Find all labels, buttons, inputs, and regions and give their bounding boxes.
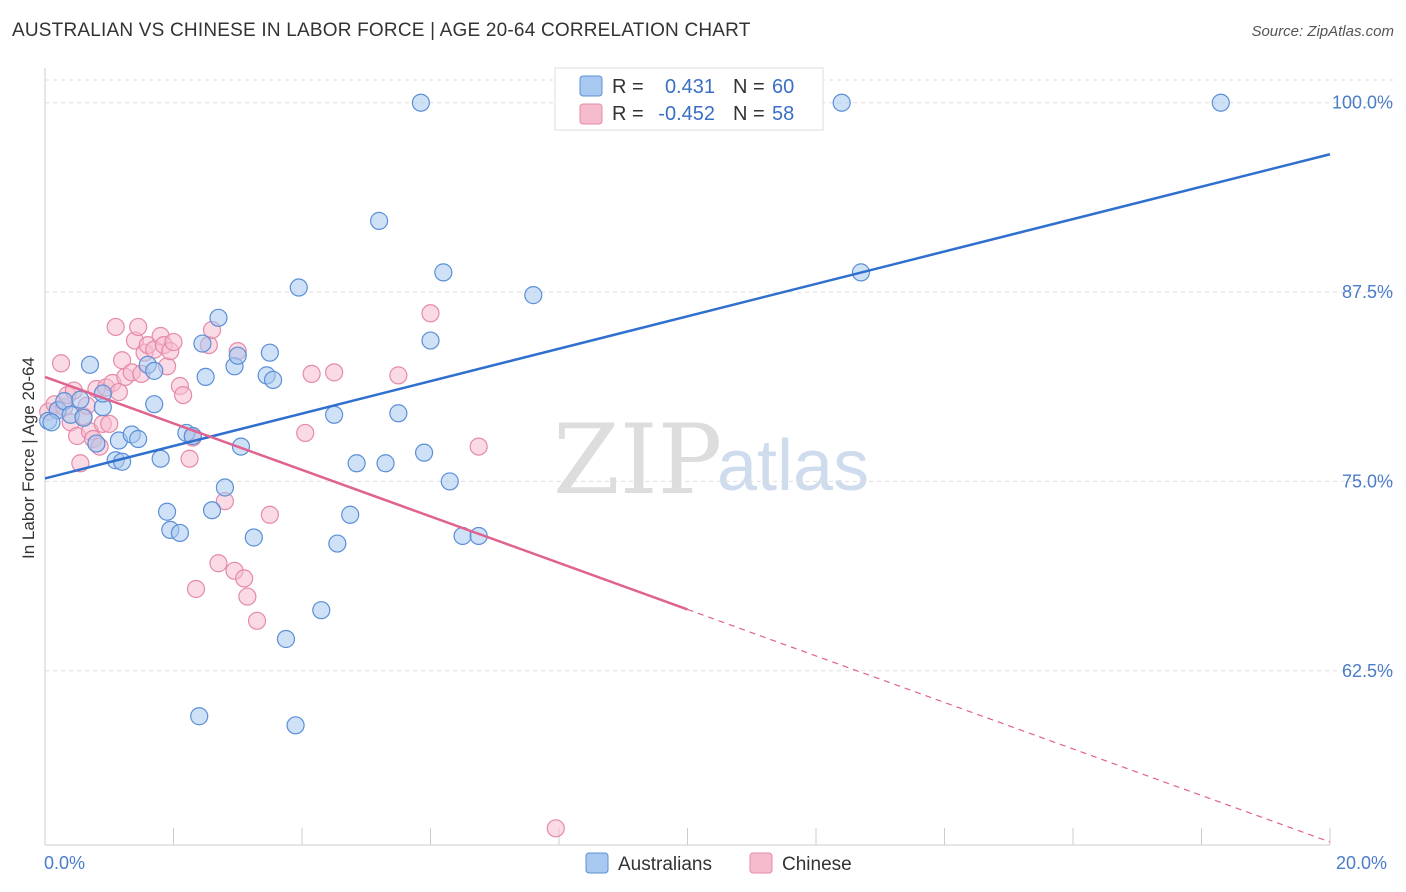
y-tick-label: 75.0% bbox=[1342, 471, 1393, 491]
chinese-point bbox=[235, 569, 254, 588]
australian-point bbox=[190, 707, 209, 726]
australian-point bbox=[196, 367, 215, 387]
australian-point bbox=[71, 390, 90, 409]
chart-source: Source: ZipAtlas.com bbox=[1251, 23, 1394, 40]
chinese-point bbox=[247, 611, 267, 630]
chinese-point bbox=[180, 449, 199, 468]
australian-point bbox=[42, 413, 61, 432]
legend-n-value-chinese: 58 bbox=[772, 103, 794, 125]
australian-point bbox=[376, 454, 395, 473]
australian-point bbox=[170, 523, 190, 543]
y-tick-label: 100.0% bbox=[1332, 93, 1393, 113]
legend-r-value-australians: 0.431 bbox=[665, 76, 715, 98]
chinese-point bbox=[100, 414, 119, 433]
chinese-point bbox=[325, 363, 344, 382]
australians-trend-line bbox=[44, 153, 1331, 480]
chinese-point bbox=[186, 579, 206, 599]
australian-point bbox=[524, 286, 543, 305]
australian-point bbox=[832, 93, 851, 112]
bottom-legend-chinese: Chinese bbox=[782, 854, 852, 875]
chinese-point bbox=[51, 354, 71, 373]
bottom-legend-australians: Australians bbox=[618, 854, 712, 875]
australian-point bbox=[411, 93, 430, 112]
australian-point bbox=[209, 308, 228, 327]
australian-point bbox=[440, 472, 459, 491]
bottom-legend-swatch-chinese bbox=[749, 852, 773, 874]
legend-n-label-australians: N = bbox=[733, 76, 765, 98]
chinese-point bbox=[546, 819, 565, 838]
legend-n-value-australians: 60 bbox=[772, 76, 794, 98]
australian-point bbox=[389, 404, 408, 423]
australian-point bbox=[1211, 93, 1230, 112]
chinese-point bbox=[389, 366, 408, 385]
watermark-zip: ZIP bbox=[553, 404, 722, 516]
australian-point bbox=[151, 449, 170, 468]
australian-point bbox=[312, 601, 331, 620]
australian-point bbox=[414, 443, 434, 462]
australian-point bbox=[276, 629, 296, 649]
australian-point bbox=[325, 405, 344, 424]
australian-point bbox=[421, 331, 440, 350]
australian-point bbox=[145, 361, 164, 380]
australian-point bbox=[347, 454, 366, 473]
australian-point bbox=[202, 501, 222, 520]
chinese-point bbox=[164, 332, 183, 352]
australian-point bbox=[157, 502, 177, 521]
chinese-point bbox=[238, 587, 257, 606]
chinese-point bbox=[260, 505, 279, 524]
australian-point bbox=[145, 395, 164, 414]
y-tick-label: 62.5% bbox=[1342, 661, 1393, 681]
australian-point bbox=[87, 434, 106, 453]
legend-n-label-chinese: N = bbox=[733, 103, 765, 125]
bottom-legend-swatch-australians bbox=[585, 852, 609, 874]
chinese-point bbox=[469, 437, 488, 456]
legend-swatch-australians bbox=[579, 75, 603, 97]
australian-point bbox=[286, 716, 305, 735]
chinese-points bbox=[39, 304, 565, 838]
y-axis-title: In Labor Force | Age 20-64 bbox=[19, 357, 38, 559]
chinese-trend-line-extension bbox=[687, 608, 1331, 843]
australian-point bbox=[193, 334, 212, 353]
australian-point bbox=[328, 534, 347, 553]
chinese-point bbox=[302, 364, 321, 383]
chinese-point bbox=[174, 385, 193, 405]
australian-point bbox=[341, 505, 360, 524]
x-tick-label-max: 20.0% bbox=[1336, 853, 1387, 873]
chinese-point bbox=[109, 382, 128, 402]
australian-point bbox=[74, 408, 93, 427]
australian-point bbox=[260, 343, 279, 362]
australian-point bbox=[228, 346, 247, 365]
trend-lines bbox=[44, 153, 1331, 843]
chinese-point bbox=[129, 317, 148, 337]
chart-title: AUSTRALIAN VS CHINESE IN LABOR FORCE | A… bbox=[12, 20, 751, 41]
series-legend: Australians Chinese bbox=[585, 852, 852, 875]
chinese-point bbox=[209, 554, 228, 573]
legend-swatch-chinese bbox=[579, 103, 603, 125]
australian-point bbox=[80, 355, 100, 374]
legend-r-value-chinese: -0.452 bbox=[658, 103, 715, 125]
australian-point bbox=[129, 429, 148, 449]
x-tick-label-min: 0.0% bbox=[44, 853, 85, 873]
australian-point bbox=[370, 211, 389, 230]
watermark-atlas: atlas bbox=[717, 426, 869, 506]
australian-point bbox=[289, 278, 308, 297]
australian-point bbox=[263, 370, 283, 390]
x-axis-ticks bbox=[44, 828, 1331, 845]
australian-point bbox=[215, 478, 234, 497]
chinese-point bbox=[106, 317, 125, 337]
australian-point bbox=[244, 528, 263, 547]
australian-point bbox=[434, 263, 453, 282]
legend-r-label-chinese: R = bbox=[612, 103, 644, 125]
chinese-point bbox=[421, 304, 440, 323]
y-axis-tick-labels: 62.5% 75.0% 87.5% 100.0% bbox=[1332, 93, 1393, 681]
correlation-legend: R = 0.431 N = 60 R = -0.452 N = 58 bbox=[554, 67, 824, 131]
chinese-point bbox=[296, 423, 315, 443]
legend-r-label-australians: R = bbox=[612, 76, 644, 98]
chinese-trend-line bbox=[44, 375, 688, 611]
y-tick-label: 87.5% bbox=[1342, 282, 1393, 302]
